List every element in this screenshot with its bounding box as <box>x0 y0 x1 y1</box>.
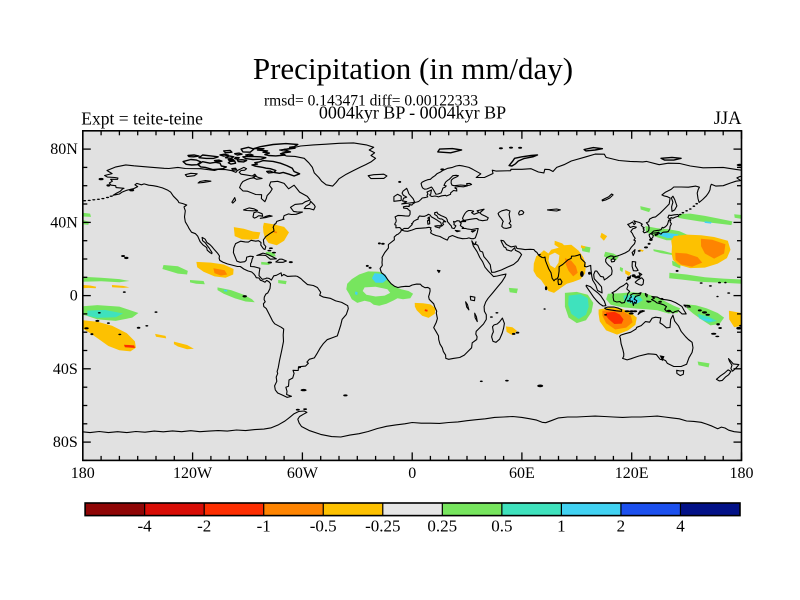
svg-text:80S: 80S <box>53 434 78 451</box>
svg-text:60E: 60E <box>509 465 535 482</box>
svg-text:0004kyr BP - 0004kyr BP: 0004kyr BP - 0004kyr BP <box>319 103 506 123</box>
svg-text:180: 180 <box>71 465 95 482</box>
svg-text:JJA: JJA <box>714 109 742 129</box>
svg-text:120W: 120W <box>173 465 213 482</box>
svg-text:2: 2 <box>617 517 626 536</box>
svg-text:4: 4 <box>676 517 685 536</box>
svg-text:60W: 60W <box>287 465 319 482</box>
svg-text:80N: 80N <box>50 141 78 158</box>
svg-text:rmsd= 0.143471 diff= 0.0012233: rmsd= 0.143471 diff= 0.00122333 <box>264 93 478 110</box>
svg-text:1: 1 <box>557 517 566 536</box>
svg-text:120E: 120E <box>615 465 649 482</box>
svg-text:0.5: 0.5 <box>491 517 512 536</box>
svg-text:40N: 40N <box>50 214 78 231</box>
svg-text:40S: 40S <box>53 361 78 378</box>
svg-text:Precipitation (in mm/day): Precipitation (in mm/day) <box>253 51 573 86</box>
svg-text:-0.25: -0.25 <box>365 517 400 536</box>
svg-text:0: 0 <box>70 288 78 305</box>
svg-text:180: 180 <box>730 465 754 482</box>
svg-text:-4: -4 <box>138 517 153 536</box>
svg-text:-2: -2 <box>197 517 211 536</box>
svg-text:-0.5: -0.5 <box>310 517 337 536</box>
svg-text:Expt = teite-teine: Expt = teite-teine <box>81 109 203 129</box>
svg-text:0: 0 <box>408 465 416 482</box>
svg-text:-1: -1 <box>257 517 271 536</box>
svg-text:0.25: 0.25 <box>427 517 457 536</box>
